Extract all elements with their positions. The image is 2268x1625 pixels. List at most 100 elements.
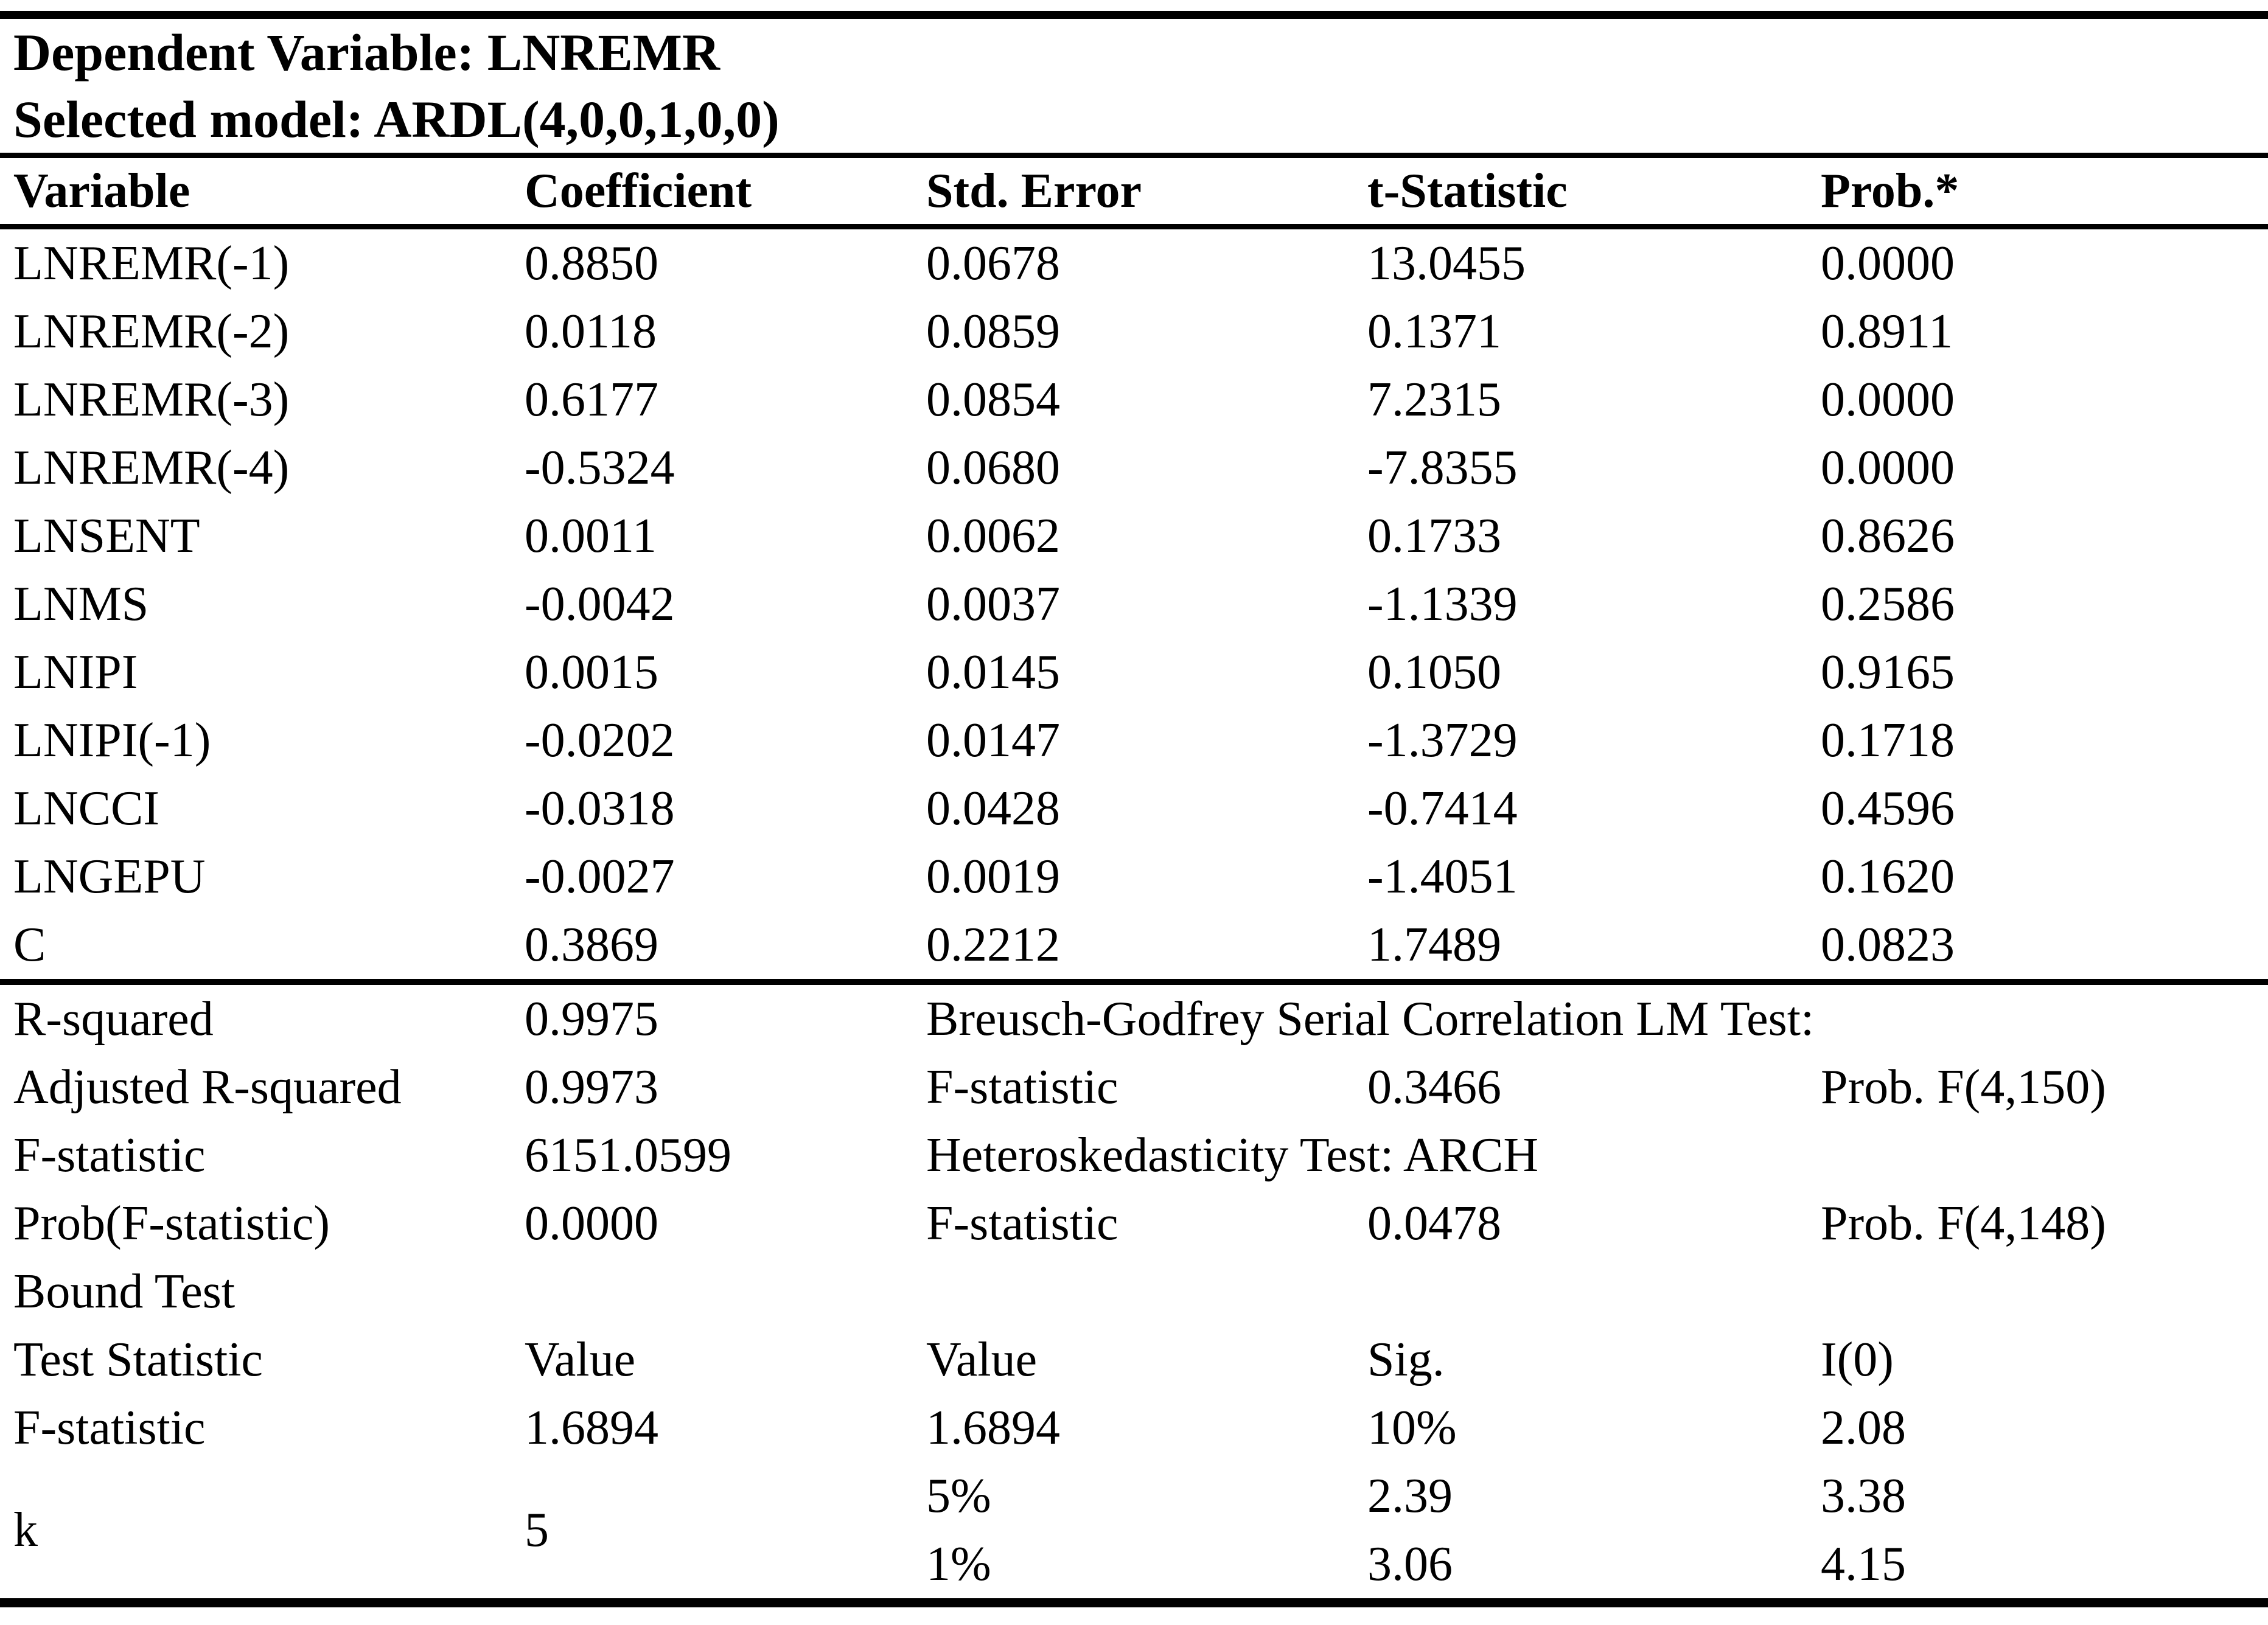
coefficient-cell: 0.0118 [525,304,657,358]
col-header-t-statistic: t-Statistic [1367,164,1568,218]
std-error-cell: 0.0147 [926,713,1060,767]
coefficient-cell: -0.0042 [525,577,675,631]
prob-cell: 0.0823 [1821,917,1955,972]
std-error-cell: 0.0678 [926,236,1060,290]
prob-cell: 0.4596 [1821,781,1955,835]
std-error-cell: 0.0062 [926,509,1060,563]
bound-sig-10pct: 10% [1367,1401,1457,1455]
model-f-statistic-label: F-statistic [13,1128,206,1182]
t-statistic-cell: -1.1339 [1367,577,1518,631]
bg-lm-test-title: Breusch-Godfrey Serial Correlation LM Te… [926,992,1815,1046]
r-squared-value: 0.9975 [525,992,658,1046]
bound-test-header-statistic: Test Statistic [13,1332,263,1387]
col-header-prob: Prob.* [1821,164,1959,218]
bound-crit-5pct-b: 3.38 [1821,1469,1906,1523]
adjusted-r-squared-label: Adjusted R-squared [13,1060,402,1114]
std-error-cell: 0.0680 [926,440,1060,495]
summary-section: R-squared 0.9975 Breusch-Godfrey Serial Co… [0,985,2268,1598]
variable-cell: LNREMR(-2) [13,304,290,358]
variable-cell: LNCCI [13,781,159,835]
std-error-cell: 0.2212 [926,917,1060,972]
bound-crit-5pct-a: 2.39 [1367,1469,1453,1523]
variable-cell: LNSENT [13,509,200,563]
r-squared-label: R-squared [13,992,214,1046]
adjusted-r-squared-value: 0.9973 [525,1060,658,1114]
t-statistic-cell: -7.8355 [1367,440,1518,495]
model-f-statistic-value: 6151.0599 [525,1128,731,1182]
arch-prob-f-label: Prob. F(4,148) [1821,1196,2106,1250]
coefficient-cell: -0.0202 [525,713,675,767]
dependent-variable-line: Dependent Variable: LNREMR [13,23,721,82]
t-statistic-cell: 1.7489 [1367,917,1501,972]
t-statistic-cell: 0.1371 [1367,304,1501,358]
col-header-variable: Variable [13,164,190,218]
std-error-cell: 0.0428 [926,781,1060,835]
bg-f-statistic-value: 0.3466 [1367,1060,1501,1114]
prob-f-statistic-label: Prob(F-statistic) [13,1196,330,1250]
t-statistic-cell: -1.4051 [1367,849,1518,903]
coefficient-cell: 0.8850 [525,236,658,290]
table-title-block: Dependent Variable: LNREMR Selected mode… [0,19,2268,153]
prob-cell: 0.8626 [1821,509,1955,563]
bound-f-statistic-value-2: 1.6894 [926,1401,1060,1455]
t-statistic-cell: 0.1050 [1367,645,1501,699]
prob-cell: 0.0000 [1821,236,1955,290]
variable-cell: LNREMR(-3) [13,372,290,426]
bound-k-label: k [13,1503,38,1557]
t-statistic-cell: 0.1733 [1367,509,1501,563]
prob-f-statistic-value: 0.0000 [525,1196,658,1250]
bound-k-value: 5 [525,1503,549,1557]
bound-crit-1pct-a: 3.06 [1367,1537,1453,1591]
t-statistic-cell: -1.3729 [1367,713,1518,767]
prob-cell: 0.0000 [1821,440,1955,495]
bound-f-statistic-value-1: 1.6894 [525,1401,658,1455]
variable-cell: LNMS [13,577,149,631]
arch-f-statistic-value: 0.0478 [1367,1196,1501,1250]
header-top-rule [0,153,2268,158]
coef-body: LNREMR(-1) 0.8850 0.0678 13.0455 0.0000 LNREM… [0,229,2268,979]
coefficient-cell: -0.0318 [525,781,675,835]
coefficient-cell: 0.0011 [525,509,657,563]
coef-summary-divider-rule [0,979,2268,985]
coefficient-cell: -0.0027 [525,849,675,903]
variable-cell: C [13,917,46,972]
top-rule [0,11,2268,19]
prob-cell: 0.9165 [1821,645,1955,699]
bg-prob-f-label: Prob. F(4,150) [1821,1060,2106,1114]
bound-test-header-value-2: Value [926,1332,1038,1387]
bottom-rule [0,1598,2268,1607]
bound-test-header-value-1: Value [525,1332,636,1387]
bound-test-header-i0: I(0) [1821,1332,1894,1387]
variable-cell: LNREMR(-4) [13,440,290,495]
bg-f-statistic-label: F-statistic [926,1060,1118,1114]
prob-cell: 0.2586 [1821,577,1955,631]
selected-model-line: Selected model: ARDL(4,0,0,1,0,0) [13,90,780,148]
bound-test-title: Bound Test [13,1264,236,1318]
coef-header-row: Variable Coefficient Std. Error t-Statistic… [0,158,2268,224]
coefficient-cell: 0.6177 [525,372,658,426]
std-error-cell: 0.0019 [926,849,1060,903]
std-error-cell: 0.0854 [926,372,1060,426]
prob-cell: 0.1718 [1821,713,1955,767]
t-statistic-cell: 13.0455 [1367,236,1526,290]
header-bottom-rule [0,224,2268,229]
prob-cell: 0.8911 [1821,304,1953,358]
std-error-cell: 0.0859 [926,304,1060,358]
arch-test-title: Heteroskedasticity Test: ARCH [926,1128,1539,1182]
variable-cell: LNIPI(-1) [13,713,211,767]
bound-sig-5pct: 5% [926,1469,991,1523]
std-error-cell: 0.0145 [926,645,1060,699]
col-header-coefficient: Coefficient [525,164,752,218]
prob-cell: 0.0000 [1821,372,1955,426]
variable-cell: LNGEPU [13,849,206,903]
coefficient-cell: -0.5324 [525,440,675,495]
arch-f-statistic-label: F-statistic [926,1196,1118,1250]
bound-i0-10pct: 2.08 [1821,1401,1906,1455]
coefficient-cell: 0.0015 [525,645,658,699]
std-error-cell: 0.0037 [926,577,1060,631]
bound-f-statistic-label: F-statistic [13,1401,206,1455]
col-header-std-error: Std. Error [926,164,1142,218]
t-statistic-cell: 7.2315 [1367,372,1501,426]
bound-test-header-sig: Sig. [1367,1332,1445,1387]
